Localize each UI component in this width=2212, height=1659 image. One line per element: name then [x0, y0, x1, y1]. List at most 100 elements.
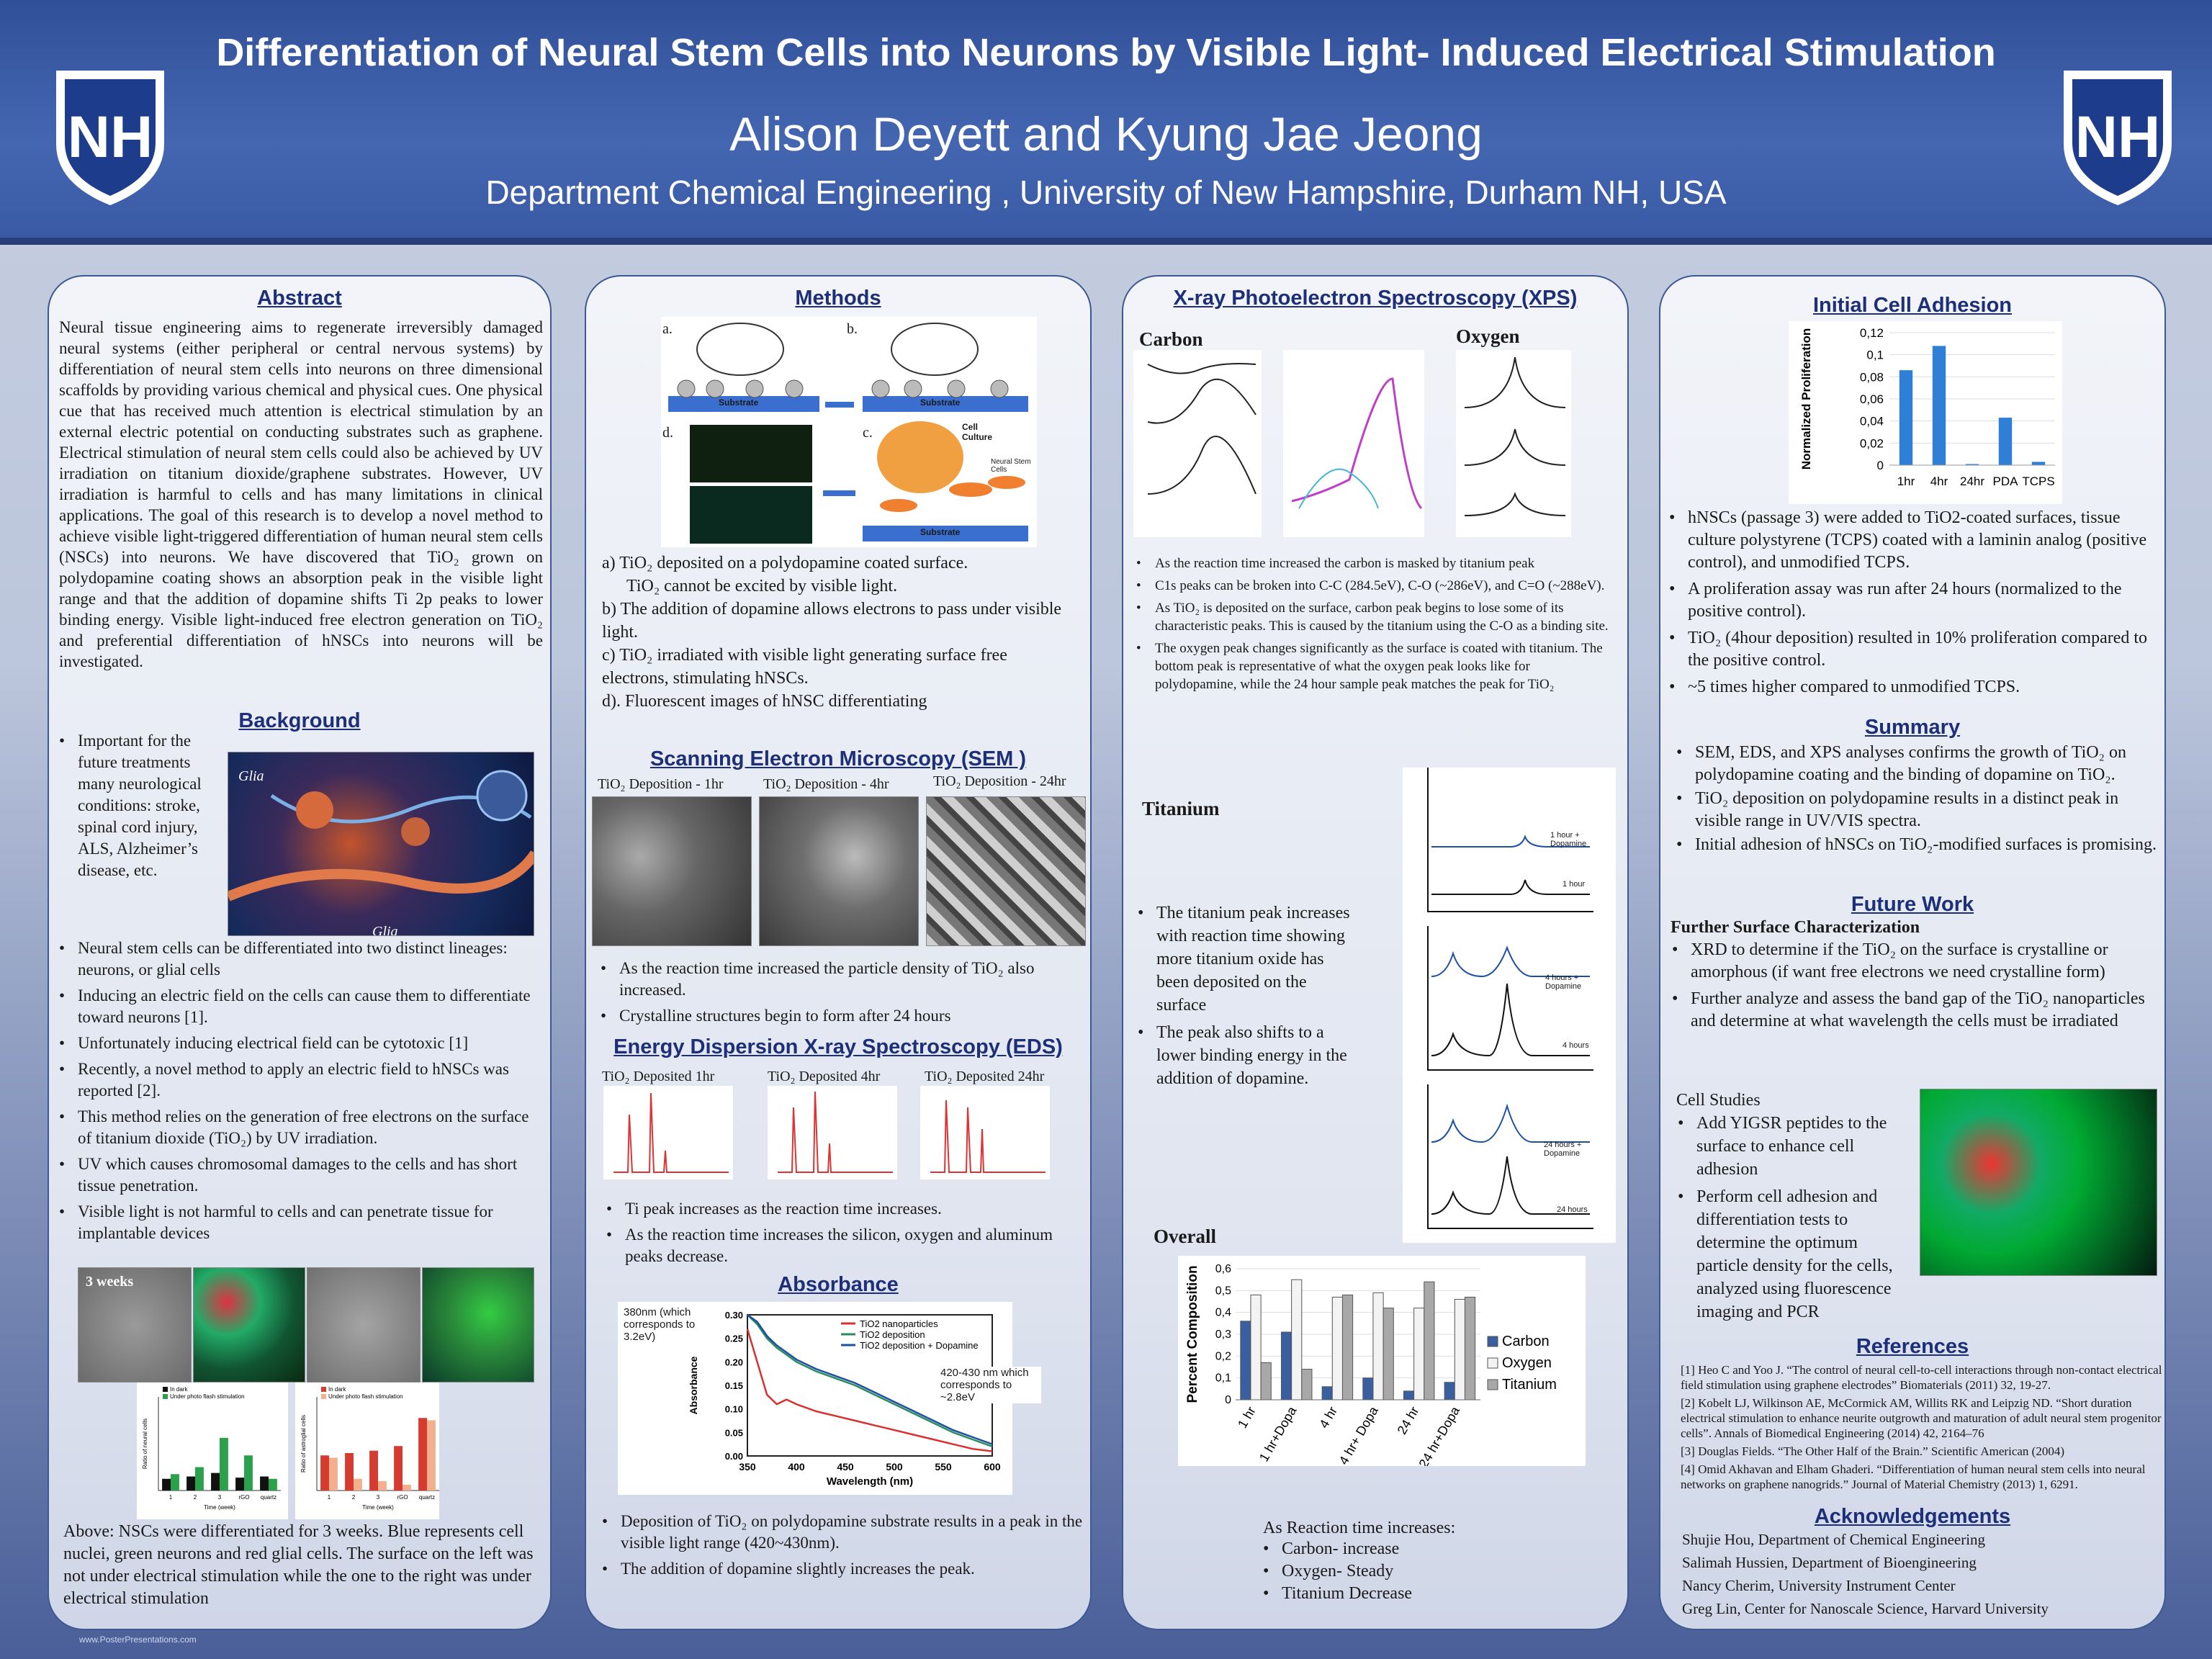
- x-axis-label: Wavelength (nm): [827, 1475, 913, 1488]
- y-axis-label: Absorbance: [688, 1356, 699, 1414]
- bar: [2031, 462, 2046, 465]
- xps-list: As the reaction time increased the carbo…: [1136, 554, 1614, 698]
- bar-oxygen: [1250, 1294, 1262, 1401]
- eds-spectra: [603, 1086, 1050, 1179]
- acknowledgement-item: Shujie Hou, Department of Chemical Engin…: [1682, 1531, 1986, 1548]
- y-tick-label: 0.20: [725, 1357, 743, 1367]
- y-tick-label: 0,12: [1860, 326, 1884, 340]
- abstract-heading: Abstract: [257, 287, 342, 310]
- acknowledgements-list: Shujie Hou, Department of Chemical Engin…: [1682, 1528, 2157, 1620]
- titanium-bullet: The titanium peak increases with reactio…: [1138, 902, 1354, 1017]
- methods-item-a: a) TiO₂ deposited on a polydopamine coat…: [602, 554, 968, 572]
- y-tick-label: 0.30: [725, 1310, 743, 1321]
- neuron-illustration-graphic: [228, 770, 534, 902]
- y-axis-label: Ratio of astroglial cells: [300, 1415, 307, 1473]
- glia-label-1: Glia: [238, 768, 264, 784]
- x-tick-label: 450: [837, 1461, 854, 1473]
- micrograph-control-fluor: [193, 1267, 305, 1382]
- bar: [329, 1457, 338, 1491]
- eds-label-4hr: TiO₂ Deposited 4hr: [768, 1069, 881, 1084]
- methods-diagram: a. b. c. d. Substrate Substrate Substrat…: [661, 317, 1037, 547]
- bar-oxygen: [1454, 1298, 1465, 1401]
- bar: [269, 1478, 277, 1491]
- bar: [244, 1455, 253, 1491]
- acknowledgement-item: Greg Lin, Center for Nanoscale Science, …: [1682, 1600, 2049, 1617]
- footer-url: www.PosterPresentations.com: [79, 1635, 197, 1645]
- x-tick-label: 24 hr: [1395, 1404, 1422, 1437]
- absorbance-line: [746, 1328, 993, 1452]
- y-tick-label: 0.25: [725, 1334, 743, 1344]
- panel-label-d: d.: [662, 425, 673, 441]
- adhesion-bullet: A proliferation assay was run after 24 h…: [1669, 578, 2156, 623]
- reference-item: [3] Douglas Fields. “The Other Half of t…: [1681, 1444, 2064, 1458]
- bar: [195, 1467, 204, 1491]
- cell-studies-bullet: Add YIGSR peptides to the surface to enh…: [1678, 1112, 1912, 1181]
- y-tick-label: 0,1: [1866, 349, 1884, 362]
- x-axis-label: Time (week): [204, 1504, 235, 1511]
- y-tick-label: 0,02: [1860, 436, 1884, 450]
- x-tick-label: quartz: [419, 1494, 435, 1501]
- bar: [1932, 346, 1946, 465]
- conclusion-bullet: Oxygen- Steady: [1263, 1560, 1551, 1583]
- neural-stem-cells-label: Neural Stem Cells: [991, 458, 1031, 474]
- background-bullet: Inducing an electric field on the cells …: [59, 985, 543, 1028]
- x-tick-label: 4 hr+ Dopa: [1336, 1403, 1382, 1466]
- substrate-label-a: Substrate: [719, 397, 759, 408]
- bar: [378, 1481, 387, 1491]
- micrograph-control-gray: 3 weeks: [78, 1267, 192, 1382]
- y-tick-label: 0.00: [725, 1451, 743, 1462]
- reference-item: [1] Heo C and Yoo J. “The control of neu…: [1681, 1363, 2162, 1392]
- background-first-item: Important for the future treatments many…: [59, 730, 225, 881]
- eds-bullet: Ti peak increases as the reaction time i…: [606, 1198, 1082, 1220]
- ti-label-1hr-dopa: 1 hour + Dopamine: [1550, 831, 1587, 848]
- y-tick-label: 0.10: [725, 1404, 743, 1415]
- mini-chart-bg: [295, 1382, 439, 1519]
- unh-logo-left: NH: [56, 71, 164, 205]
- bar: [418, 1418, 427, 1491]
- substrate-label-b: Substrate: [920, 397, 961, 408]
- unh-logo-text: NH: [2075, 104, 2160, 170]
- background-heading: Background: [238, 709, 361, 732]
- future-bullet: XRD to determine if the TiO₂ on the surf…: [1672, 939, 2159, 984]
- x-axis-label: Time (week): [362, 1504, 394, 1511]
- bar: [345, 1453, 354, 1491]
- xps-spectra: [1133, 350, 1571, 537]
- sem-bullet: Crystalline structures begin to form aft…: [601, 1005, 1083, 1027]
- absorbance-heading: Absorbance: [778, 1273, 899, 1296]
- methods-text: a) TiO₂ deposited on a polydopamine coat…: [602, 552, 1077, 713]
- cell-culture-label: Cell Culture: [962, 422, 992, 442]
- sem-heading: Scanning Electron Microscopy (SEM ): [649, 747, 1027, 770]
- y-tick-label: 0,6: [1215, 1263, 1231, 1275]
- xps-carbon-label: Carbon: [1139, 328, 1203, 350]
- legend-label: In dark: [170, 1386, 188, 1393]
- y-tick-label: 0,08: [1860, 370, 1884, 384]
- y-tick-label: 0,1: [1215, 1372, 1231, 1385]
- bar-carbon: [1362, 1377, 1374, 1401]
- y-tick-label: 0.15: [725, 1380, 743, 1391]
- bar-carbon: [1321, 1386, 1333, 1401]
- ti-label-24hr-dopa: 24 hours + Dopamine: [1544, 1141, 1582, 1158]
- overall-conclusion-list: Carbon- increase Oxygen- Steady Titanium…: [1263, 1538, 1551, 1605]
- unh-logo-text: NH: [68, 104, 153, 170]
- adhesion-chart-frame: 0 0,02 0,04 0,06 0,08 0,1 0,12 1hr 4hr 24hr PDA TCP…: [1789, 321, 2062, 504]
- background-bullet: Neural stem cells can be differentiated …: [59, 938, 543, 981]
- cell-studies-list: Add YIGSR peptides to the surface to enh…: [1678, 1112, 1912, 1328]
- substrate-label-c: Substrate: [920, 527, 961, 537]
- unh-logo-right: NH: [2064, 71, 2172, 205]
- absorbance-chart: 350 400 450 500 550 600 0.00 0.05 0.10 0.15 0.20 0.…: [688, 1310, 1001, 1488]
- sem-image-1hr: [592, 796, 752, 946]
- adhesion-chart: 0 0,02 0,04 0,06 0,08 0,1 0,12 1hr 4hr 24hr PDA TCP…: [1799, 326, 2055, 488]
- x-tick-label: 400: [788, 1461, 805, 1473]
- bar: [235, 1478, 244, 1491]
- x-tick-label: 600: [984, 1461, 1001, 1473]
- sem-label-4hr: TiO₂ Deposition - 4hr: [763, 776, 889, 792]
- xps-heading: X-ray Photoelectron Spectroscopy (XPS): [1173, 287, 1578, 310]
- x-tick-label: 350: [739, 1461, 756, 1473]
- x-tick-label: 1: [169, 1494, 173, 1501]
- eds-spectrum-4hr: [768, 1086, 897, 1179]
- reference-item: [2] Kobelt LJ, Wilkinson AE, McCormick A…: [1681, 1396, 2162, 1440]
- titanium-list: The titanium peak increases with reactio…: [1138, 902, 1354, 1094]
- eds-spectrum-24hr: [920, 1086, 1050, 1179]
- adhesion-list: hNSCs (passage 3) were added to TiO2-coa…: [1669, 507, 2156, 703]
